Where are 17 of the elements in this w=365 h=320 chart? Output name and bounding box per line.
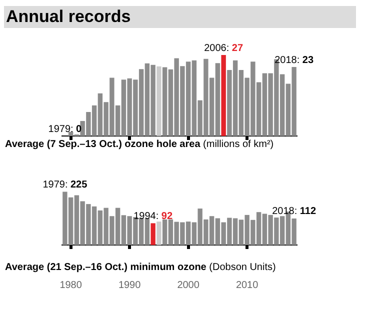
x-axis-title: Average (21 Sep.–16 Oct.) minimum ozone (Dobson Units) <box>5 262 276 273</box>
data-label: 1994: 92 <box>134 210 173 222</box>
x-tick-label: 1990 <box>118 280 142 291</box>
data-label: 1979: 225 <box>42 180 88 190</box>
bar <box>156 222 162 245</box>
x-axis-title: Average (7 Sep.–13 Oct.) ozone hole area (millions of km²) <box>5 139 274 150</box>
data-label: 2006: 27 <box>204 42 244 54</box>
x-tick-label: 1980 <box>60 280 82 291</box>
bar <box>221 55 226 136</box>
bar <box>150 223 156 245</box>
x-tick-label: 2010 <box>236 280 259 291</box>
data-label: 1979: 0 <box>48 124 82 135</box>
data-label: 2018: 23 <box>274 54 314 66</box>
chart-title: Annual records <box>4 6 356 28</box>
data-label: 2018: 112 <box>272 206 316 218</box>
bar <box>156 66 162 136</box>
x-tick-label: 2000 <box>177 280 200 291</box>
